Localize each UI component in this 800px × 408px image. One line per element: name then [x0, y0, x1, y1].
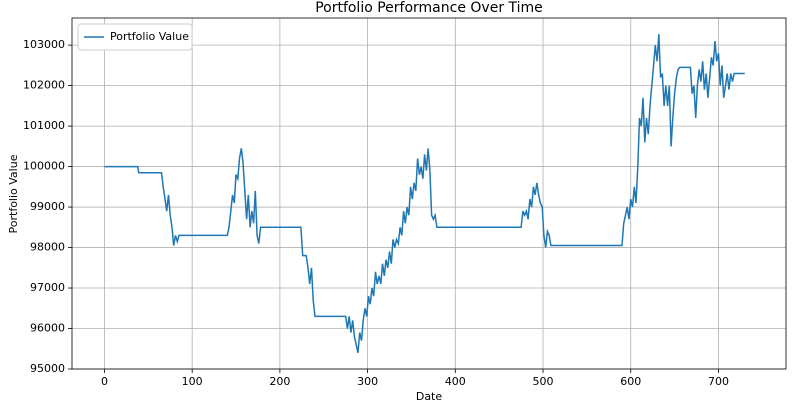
x-tick-label: 100 — [182, 375, 203, 388]
y-axis-label: Portfolio Value — [7, 154, 20, 233]
data-line — [104, 34, 745, 353]
y-tick-label: 100000 — [23, 160, 65, 173]
plot-frame — [71, 17, 787, 370]
x-tick-label: 200 — [269, 375, 290, 388]
y-tick-label: 103000 — [23, 38, 65, 51]
x-tick-label: 700 — [708, 375, 729, 388]
y-tick-label: 101000 — [23, 119, 65, 132]
y-tick-label: 99000 — [30, 200, 65, 213]
x-tick-label: 300 — [357, 375, 378, 388]
legend-label: Portfolio Value — [110, 30, 189, 43]
y-tick-label: 96000 — [30, 322, 65, 335]
y-tick-label: 97000 — [30, 281, 65, 294]
y-tick-label: 98000 — [30, 241, 65, 254]
x-tick-label: 600 — [620, 375, 641, 388]
y-tick-label: 102000 — [23, 79, 65, 92]
chart-title: Portfolio Performance Over Time — [315, 0, 543, 16]
x-axis-label: Date — [416, 390, 443, 403]
x-tick-label: 0 — [101, 375, 108, 388]
y-tick-label: 95000 — [30, 362, 65, 375]
legend-box — [77, 23, 193, 51]
x-tick-label: 500 — [533, 375, 554, 388]
x-tick-label: 400 — [445, 375, 466, 388]
legend: Portfolio Value — [77, 23, 193, 51]
